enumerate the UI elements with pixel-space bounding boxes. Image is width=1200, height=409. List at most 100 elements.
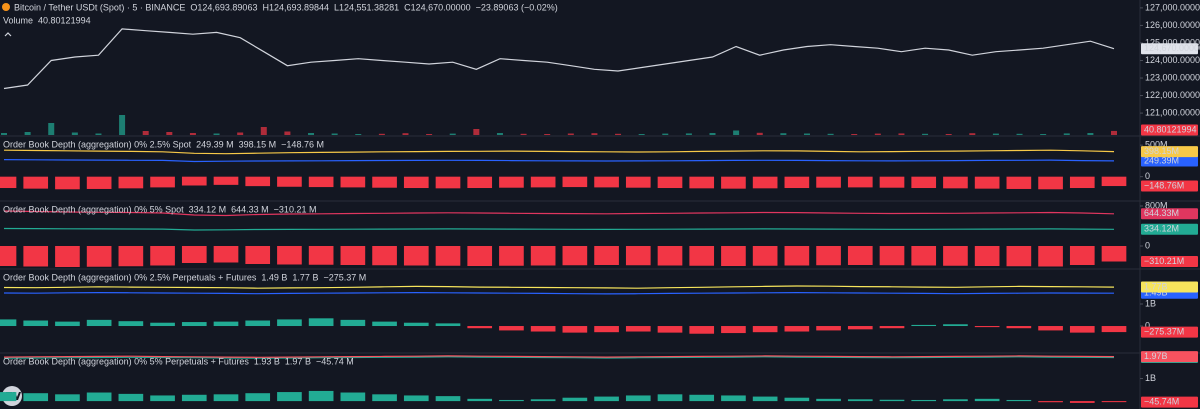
bar: [689, 176, 715, 189]
volume-bar: [237, 132, 244, 135]
legend-text: Order Book Depth (aggregation) 0% 2.5% P…: [3, 272, 257, 282]
bar: [181, 246, 207, 263]
bar: [625, 326, 651, 332]
bar: [308, 390, 334, 402]
axis-tag: [1141, 351, 1198, 363]
volume-bar: [969, 133, 976, 135]
bar: [86, 246, 112, 267]
legend-text: −23.89063 (−0.02%): [476, 2, 558, 12]
bar: [403, 322, 429, 327]
bar: [879, 176, 905, 188]
axis-tag: [1141, 208, 1198, 220]
axis-tag: [1141, 155, 1198, 167]
y-tick-label: 800M: [1145, 200, 1168, 210]
line: [3, 210, 1115, 217]
bar: [752, 246, 778, 266]
bar: [403, 246, 429, 266]
bar: [816, 246, 841, 266]
bar: [245, 176, 271, 187]
bar: [467, 246, 493, 266]
bar: [657, 246, 683, 266]
volume-bar: [1111, 130, 1117, 135]
line: [3, 28, 1115, 90]
y-tick-label: 127,000.00000: [1145, 2, 1200, 12]
line: [3, 227, 1115, 231]
axis-tag: [1141, 223, 1198, 235]
bar: [847, 246, 873, 265]
legend-text: L124,551.38281: [334, 2, 399, 12]
bar: [721, 246, 746, 266]
bar: [118, 176, 144, 189]
bar: [879, 246, 905, 266]
bar: [435, 246, 461, 266]
bar: [403, 395, 429, 402]
bar: [435, 323, 461, 327]
volume-bar: [496, 133, 503, 135]
bar: [721, 326, 746, 334]
bar: [816, 398, 841, 402]
bar: [721, 176, 746, 189]
bar: [1006, 176, 1032, 189]
volume-bar: [780, 133, 787, 135]
volume-bar: [166, 132, 173, 135]
y-tick-label: 123,000.00000: [1145, 72, 1200, 82]
volume-bar: [71, 132, 78, 135]
volume-bar: [733, 130, 740, 135]
bar: [150, 176, 175, 188]
volume-bar: [95, 133, 102, 135]
bar: [943, 324, 968, 327]
bar: [372, 246, 397, 266]
bar: [340, 176, 366, 188]
bar: [657, 326, 683, 333]
legend-text: 40.80121994: [38, 15, 91, 25]
axis-tag-label: 398.15M: [1144, 146, 1179, 156]
bar: [1069, 326, 1095, 333]
volume-bar: [260, 127, 267, 135]
bar: [784, 246, 810, 266]
bar: [245, 320, 271, 327]
bar: [245, 393, 271, 402]
collapse-chevron[interactable]: [4, 32, 12, 37]
bar: [0, 392, 17, 402]
bar: [594, 326, 619, 333]
bar: [372, 321, 397, 327]
bar: [1101, 326, 1127, 333]
line: [3, 356, 1115, 359]
bar: [847, 176, 873, 188]
bar: [1069, 176, 1095, 189]
bar: [943, 246, 968, 266]
bar: [974, 398, 1000, 402]
bar: [816, 326, 841, 331]
bar: [213, 246, 239, 263]
volume-bar: [1087, 133, 1094, 135]
volume-bar: [544, 134, 551, 135]
y-tick-label: 0: [1145, 240, 1150, 250]
volume-bar: [992, 133, 999, 135]
volume-bar: [591, 133, 598, 135]
bar: [277, 176, 302, 187]
y-tick-label: 121,000.00000: [1145, 107, 1200, 117]
volume-bar: [874, 133, 881, 135]
legend-text: 1.93 B: [254, 356, 280, 366]
axis-tag: [1141, 180, 1198, 192]
bar: [847, 399, 873, 402]
legend-text: 249.39 M: [196, 139, 234, 149]
legend-text: Volume: [3, 15, 33, 25]
bar: [86, 176, 112, 189]
axis-tag: [1141, 326, 1198, 338]
y-tick-label: 124,000.00000: [1145, 55, 1200, 65]
y-tick-label: 500M: [1145, 140, 1168, 150]
volume-bar: [24, 132, 31, 135]
axis-tag-label: −148.76M: [1144, 180, 1184, 190]
volume-bar: [284, 131, 291, 135]
bar: [1038, 246, 1063, 267]
legend-text: 1.77 B: [292, 272, 318, 282]
volume-bar: [189, 133, 196, 135]
bar: [689, 326, 715, 334]
volume-bar: [709, 133, 716, 135]
axis-tag: [1141, 146, 1198, 158]
legend-text: −148.76 M: [281, 139, 324, 149]
bar: [213, 321, 239, 327]
axis-tag: [1141, 281, 1198, 293]
legend-text: O124,693.89063: [190, 2, 257, 12]
